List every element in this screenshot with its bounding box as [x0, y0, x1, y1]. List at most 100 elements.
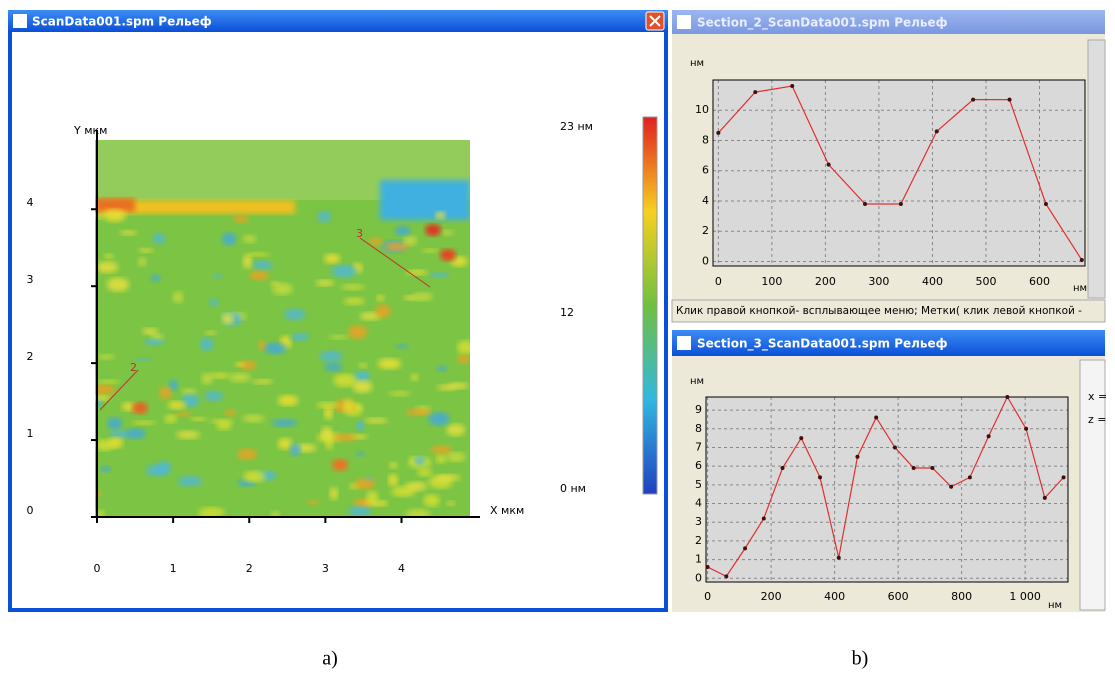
data-point: [874, 415, 879, 420]
blob: [384, 242, 410, 252]
x-axis-label: нм: [1048, 600, 1062, 611]
blob: [446, 423, 466, 436]
blob: [354, 478, 376, 490]
y-tick-label: 1: [695, 553, 702, 566]
data-point: [753, 90, 758, 95]
blob: [277, 437, 293, 450]
blob: [378, 500, 388, 506]
blob: [109, 430, 130, 439]
data-point: [705, 565, 710, 570]
colorbar-max: 23 нм: [560, 120, 593, 133]
blob: [152, 233, 166, 244]
blob: [159, 386, 172, 400]
y-tick-label: 3: [27, 273, 34, 286]
x-tick-label: 600: [1029, 275, 1050, 288]
title-bar: [8, 10, 668, 32]
blob: [204, 330, 217, 335]
blob: [272, 283, 293, 295]
data-point: [1079, 257, 1084, 262]
blob: [412, 292, 433, 301]
y-axis-label: Y мкм: [73, 124, 107, 137]
blob: [436, 365, 448, 372]
x-axis-label: нм: [1073, 283, 1087, 294]
blob: [125, 428, 146, 440]
blob: [423, 494, 440, 507]
blob: [428, 412, 450, 426]
blob: [429, 272, 450, 278]
blob: [366, 491, 379, 505]
blob: [396, 343, 408, 349]
blob: [405, 481, 427, 492]
blob: [457, 354, 470, 364]
x-tick-label: 200: [761, 590, 782, 603]
x-tick-label: 400: [824, 590, 845, 603]
band: [380, 180, 470, 220]
data-point: [911, 466, 916, 471]
blob: [103, 209, 127, 222]
blob: [355, 420, 365, 432]
blob: [95, 384, 116, 395]
close-icon: [649, 15, 661, 27]
profile-label: 2: [130, 361, 137, 374]
blob: [107, 417, 123, 430]
blob: [416, 468, 433, 477]
blob: [142, 328, 159, 335]
x-tick-label: 0: [704, 590, 711, 603]
window-title: Section_3_ScanData001.spm Рельеф: [697, 337, 948, 352]
status-bar: [671, 299, 1106, 323]
blob: [168, 379, 178, 392]
data-point: [930, 466, 935, 471]
x-tick-label: 800: [951, 590, 972, 603]
data-point: [780, 466, 785, 471]
blob: [199, 512, 209, 517]
blob: [131, 420, 157, 425]
x-tick-label: 300: [868, 275, 889, 288]
blob: [277, 395, 299, 406]
blob: [97, 354, 116, 360]
blob: [332, 459, 348, 471]
side-panel: [1079, 359, 1106, 611]
title-bar: [672, 330, 1105, 356]
blob: [119, 230, 138, 236]
blob: [324, 253, 341, 264]
data-point: [1005, 395, 1010, 399]
y-tick-label: 4: [702, 194, 709, 207]
x-tick-label: 400: [922, 275, 943, 288]
blob: [376, 294, 385, 302]
blob: [440, 249, 456, 261]
blob: [96, 261, 119, 273]
caption: b): [852, 648, 869, 670]
blob: [306, 500, 320, 505]
x-tick-label: 600: [888, 590, 909, 603]
data-point: [1043, 202, 1048, 206]
side-panel-field: x =: [1088, 390, 1107, 403]
data-point: [743, 546, 748, 551]
blob: [204, 391, 223, 402]
y-tick-label: 10: [695, 103, 709, 116]
blob: [403, 295, 417, 301]
x-tick-label: 100: [761, 275, 782, 288]
blob: [283, 308, 306, 321]
blob: [435, 454, 447, 464]
data-point: [799, 436, 804, 441]
blob: [319, 350, 343, 362]
plot-area: [713, 80, 1085, 266]
blob: [137, 257, 147, 267]
blob: [249, 270, 269, 281]
blob: [324, 406, 333, 420]
y-tick-label: 0: [695, 571, 702, 584]
y-tick-label: 4: [27, 196, 34, 209]
window-title: ScanData001.spm Рельеф: [32, 15, 212, 29]
scrollbar[interactable]: [1087, 39, 1106, 299]
blob: [138, 248, 154, 253]
y-tick-label: 8: [695, 422, 702, 435]
blob: [100, 465, 111, 473]
y-tick-label: 2: [702, 224, 709, 237]
blob: [457, 340, 470, 355]
blob: [321, 426, 333, 440]
blob: [405, 408, 432, 416]
blob: [317, 210, 332, 223]
blob: [358, 362, 368, 369]
data-point: [761, 516, 766, 521]
blob: [235, 361, 246, 367]
